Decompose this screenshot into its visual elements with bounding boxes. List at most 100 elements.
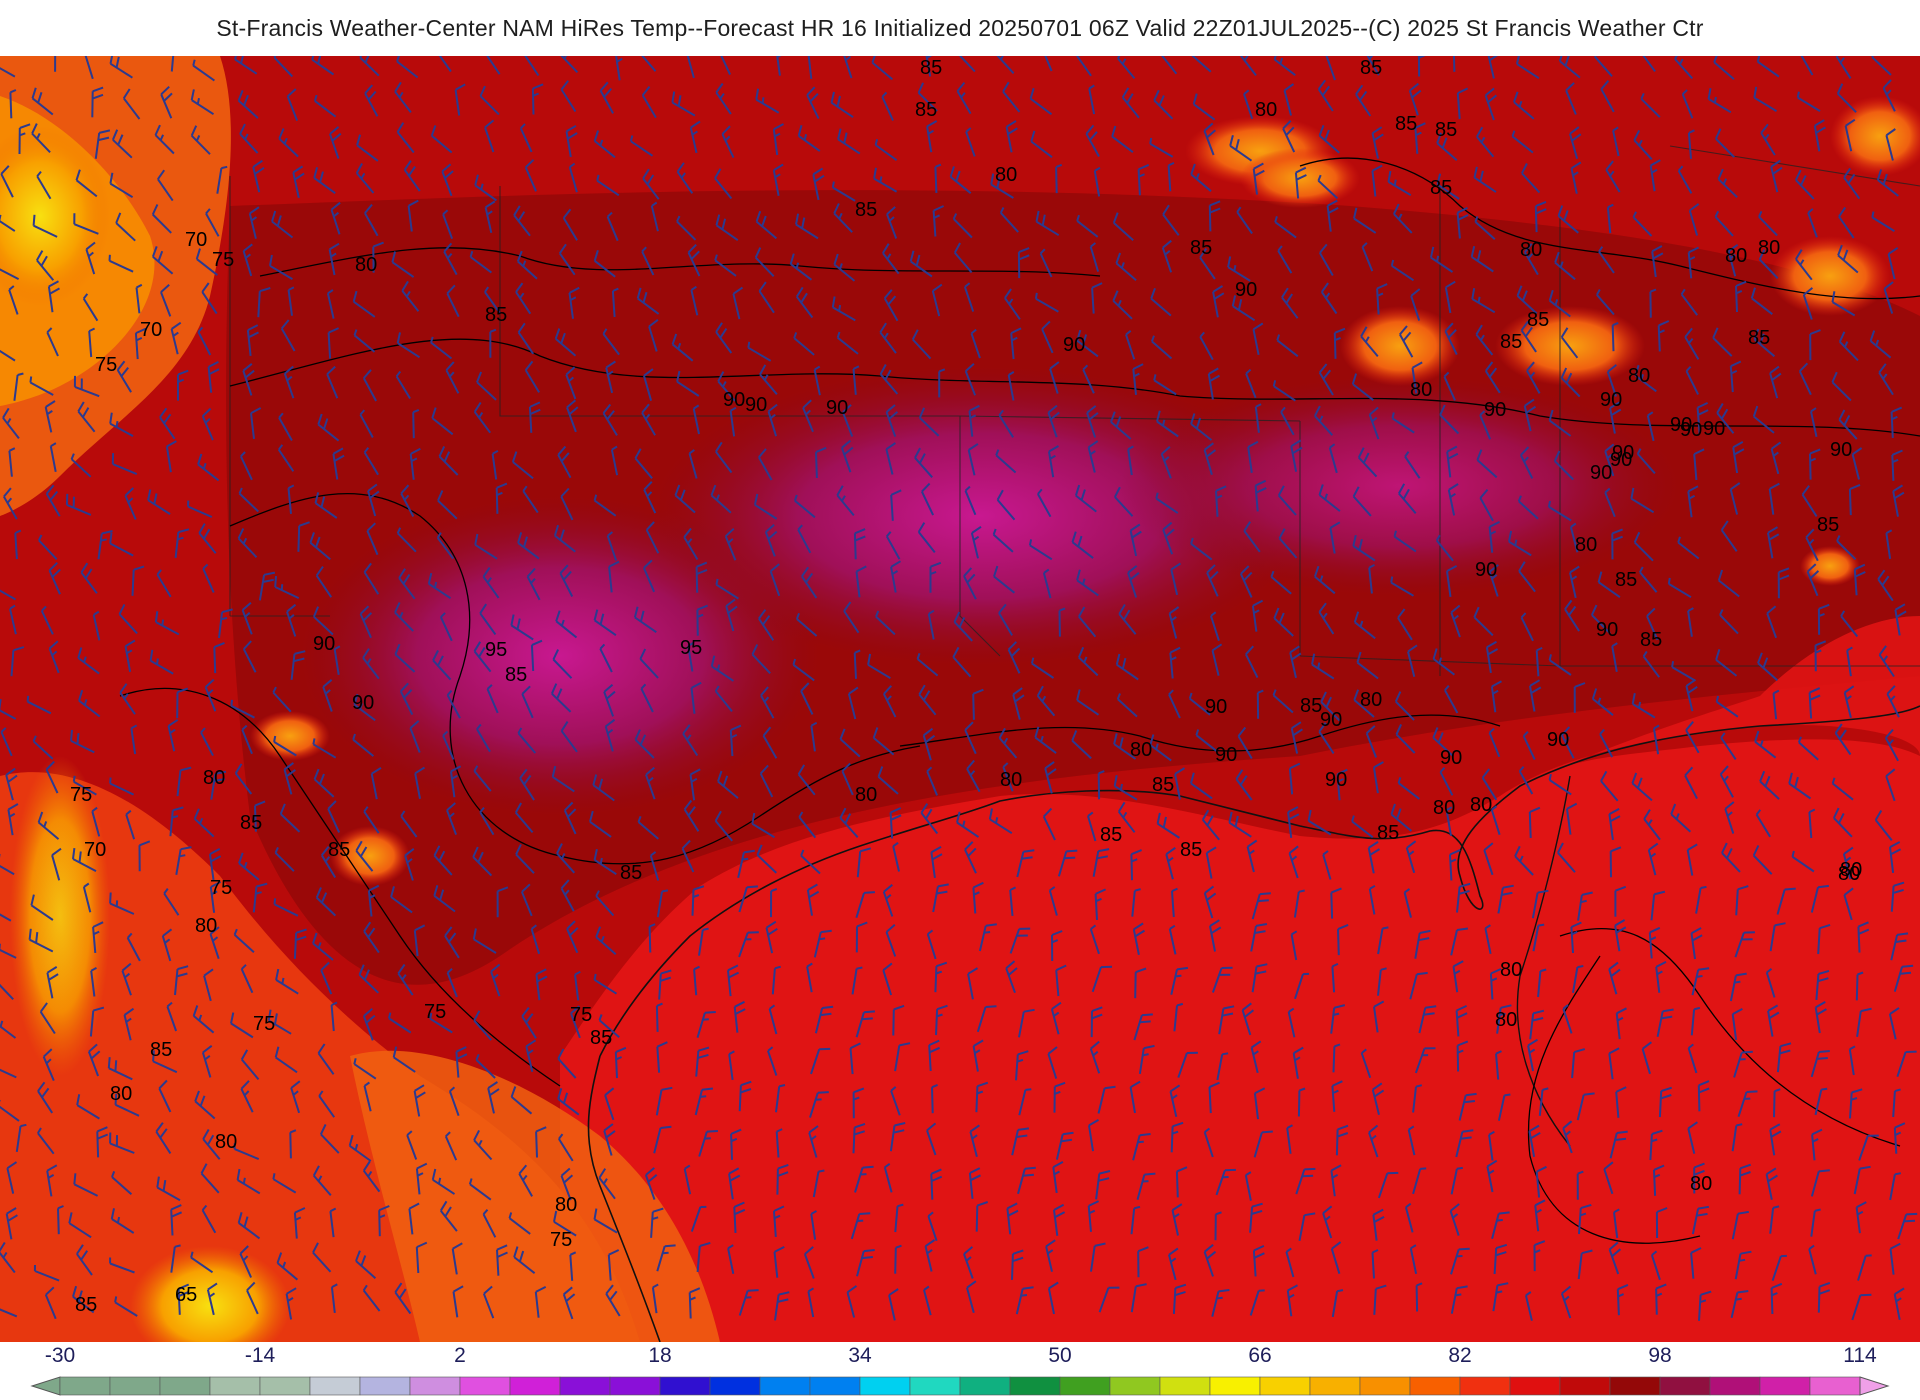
contour-label: 85 [1817, 514, 1839, 536]
colorbar-swatch [1159, 1376, 1211, 1396]
contour-label: 90 [1205, 696, 1227, 718]
colorbar-tick-label: 18 [648, 1344, 672, 1367]
colorbar-swatch [659, 1376, 711, 1396]
contour-label: 95 [680, 637, 702, 659]
colorbar-scale [30, 1376, 1890, 1396]
cool-pocket-nw [0, 126, 110, 306]
colorbar-swatch [859, 1376, 911, 1396]
contour-label: 65 [175, 1284, 197, 1306]
temperature-map: 85 85 85 80 85 85 80 85 85 85 80 75 70 70 75 80 85 90 90 80… [0, 56, 1920, 1342]
contour-label: 80 [1130, 739, 1152, 761]
colorbar-swatch [1009, 1376, 1061, 1396]
storm-cell-5 [1770, 236, 1890, 316]
contour-label: 90 [1547, 729, 1569, 751]
colorbar-swatch [1559, 1376, 1611, 1396]
colorbar-swatch [1109, 1376, 1161, 1396]
mexico-interior-orange [350, 1050, 720, 1342]
contour-label: 90 [352, 692, 374, 714]
colorbar-max-arrow [1859, 1376, 1890, 1396]
contour-label: 85 [920, 57, 942, 79]
contour-label: 85 [590, 1027, 612, 1049]
contour-label: 80 [110, 1083, 132, 1105]
contour-label: 85 [1748, 327, 1770, 349]
contour-label: 80 [195, 915, 217, 937]
wind-barbs [0, 56, 1918, 1321]
colorbar-swatch [459, 1376, 511, 1396]
contour-label: 80 [1758, 237, 1780, 259]
colorbar-swatch [709, 1376, 761, 1396]
contour-label: 70 [140, 319, 162, 341]
colorbar-swatch [1059, 1376, 1111, 1396]
contour-label: 85 [1190, 237, 1212, 259]
contour-label: 75 [570, 1004, 592, 1026]
colorbar-swatch [1259, 1376, 1311, 1396]
colorbar-swatch [1359, 1376, 1411, 1396]
contour-label: 75 [212, 249, 234, 271]
colorbar-swatch [1459, 1376, 1511, 1396]
contour-label: 90 [1475, 559, 1497, 581]
contour-label: 70 [185, 229, 207, 251]
colorbar-swatch [1759, 1376, 1811, 1396]
contour-label: 85 [1527, 309, 1549, 331]
storm-cell-2 [1495, 306, 1645, 386]
contour-label: 85 [1500, 331, 1522, 353]
storm-cell-7 [330, 826, 410, 886]
contour-label: 90 [1484, 399, 1506, 421]
colorbar-swatch [759, 1376, 811, 1396]
contour-label: 80 [1500, 959, 1522, 981]
contour-label: 90 [1612, 442, 1634, 464]
contour-label: 90 [1830, 439, 1852, 461]
contour-label: 75 [70, 784, 92, 806]
contour-label: 85 [1435, 119, 1457, 141]
mexico-coastline [587, 1055, 661, 1342]
colorbar-swatch [1309, 1376, 1361, 1396]
colorbar-swatch [59, 1376, 111, 1396]
contour-label: 85 [855, 199, 877, 221]
contour-label: 75 [424, 1001, 446, 1023]
colorbar-swatch [559, 1376, 611, 1396]
map-title: St-Francis Weather-Center NAM HiRes Temp… [216, 14, 1704, 41]
contour-label: 85 [915, 99, 937, 121]
colorbar-swatch [409, 1376, 461, 1396]
contour-label: 90 [1235, 279, 1257, 301]
colorbar-swatch [1409, 1376, 1461, 1396]
colorbar-swatch [609, 1376, 661, 1396]
contour-label: 85 [620, 862, 642, 884]
gulf-coastline [599, 705, 1920, 1057]
contour-label: 70 [84, 839, 106, 861]
colorbar-swatch [309, 1376, 361, 1396]
storm-cell-1 [1340, 306, 1460, 386]
hot-core-east [1120, 376, 1680, 596]
colorbar-swatch [1509, 1376, 1561, 1396]
map-title-bar: St-Francis Weather-Center NAM HiRes Temp… [0, 0, 1920, 56]
colorbar-swatch [159, 1376, 211, 1396]
contour-label: 80 [1725, 245, 1747, 267]
contour-label: 75 [210, 877, 232, 899]
contour-label: 80 [1628, 365, 1650, 387]
contour-label: 80 [555, 1194, 577, 1216]
colorbar-tick-label: 34 [848, 1344, 872, 1367]
colorbar-swatch [909, 1376, 961, 1396]
contour-label: 80 [215, 1131, 237, 1153]
colorbar-tick-label: 2 [454, 1344, 466, 1367]
colorbar-ticks: -30 -14 2 18 34 50 66 82 98 114 [0, 1342, 1920, 1372]
contour-label: 85 [150, 1039, 172, 1061]
contour-label: 90 [1063, 334, 1085, 356]
cool-pocket-mex2 [130, 1246, 290, 1342]
contour-label: 85 [328, 839, 350, 861]
contour-label: 80 [1000, 769, 1022, 791]
contour-label: 90 [745, 394, 767, 416]
colorbar-tick-label: -14 [244, 1344, 276, 1367]
colorbar-tick-label: 98 [1648, 1344, 1672, 1367]
contour-label: 90 [1320, 709, 1342, 731]
contour-label: 85 [1377, 822, 1399, 844]
contour-label: 80 [355, 254, 377, 276]
contour-label: 85 [1615, 569, 1637, 591]
contour-label: 80 [1520, 239, 1542, 261]
contour-label: 80 [1495, 1009, 1517, 1031]
storm-cell-6 [1830, 96, 1920, 176]
colorbar-tick-label: 50 [1048, 1344, 1072, 1367]
colorbar-tick-label: 114 [1843, 1344, 1877, 1367]
contour-label: 85 [505, 664, 527, 686]
